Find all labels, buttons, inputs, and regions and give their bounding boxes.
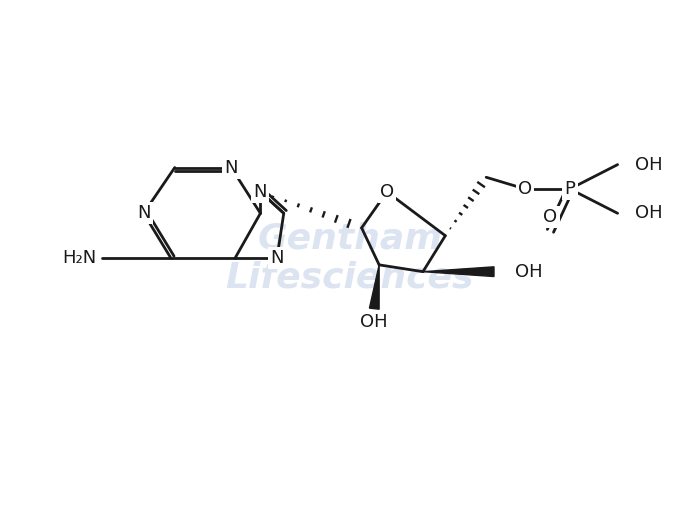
- Text: N: N: [137, 204, 150, 222]
- Text: O: O: [518, 180, 532, 198]
- Text: H₂N: H₂N: [63, 249, 97, 267]
- Text: Gentham
Lifesciences: Gentham Lifesciences: [226, 222, 474, 295]
- Text: O: O: [544, 208, 557, 226]
- Text: P: P: [564, 180, 576, 198]
- Text: OH: OH: [361, 313, 388, 331]
- Text: N: N: [224, 159, 238, 176]
- Text: OH: OH: [516, 263, 543, 281]
- Text: N: N: [253, 183, 267, 201]
- Text: N: N: [270, 249, 284, 267]
- Polygon shape: [370, 265, 379, 309]
- Text: OH: OH: [635, 204, 663, 222]
- Polygon shape: [423, 267, 494, 277]
- Text: O: O: [380, 183, 394, 201]
- Text: OH: OH: [635, 155, 663, 174]
